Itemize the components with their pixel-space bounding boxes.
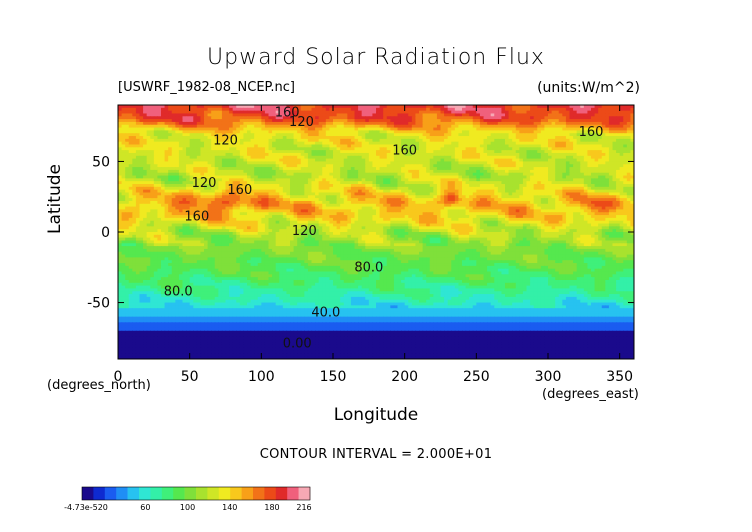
flux-field (118, 105, 635, 360)
